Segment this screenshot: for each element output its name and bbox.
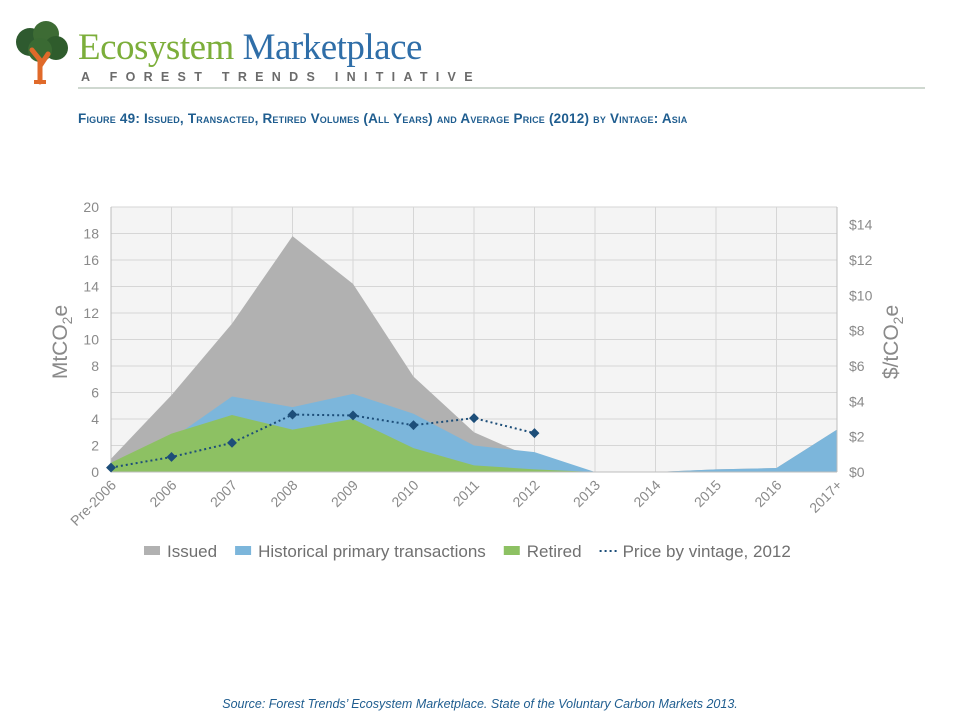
y-axis-title: MtCO2e [49, 305, 75, 379]
y2-tick-label: $2 [849, 429, 865, 445]
x-tick-label: 2016 [751, 477, 784, 510]
y2-tick-label: $14 [849, 217, 873, 233]
x-tick-label: 2015 [691, 477, 724, 510]
y2-tick-label: $4 [849, 393, 865, 409]
legend-label-retired: Retired [527, 542, 582, 561]
x-tick-label: 2017+ [806, 477, 845, 516]
y2-axis-title: $/tCO2e [880, 305, 906, 379]
legend-label-price-by-vintage-2012: Price by vintage, 2012 [623, 542, 791, 561]
price-point [287, 409, 298, 420]
x-tick-label: 2009 [328, 477, 361, 510]
price-point [227, 437, 237, 448]
price-point [348, 410, 358, 421]
y2-tick-label: $8 [849, 323, 865, 339]
header-divider [78, 87, 925, 89]
brand-tagline: A FOREST TRENDS INITIATIVE [81, 70, 481, 84]
brand-name-part1: Ecosystem [78, 27, 234, 68]
y-tick-label: 0 [91, 464, 99, 480]
area-retired [111, 415, 837, 472]
y-tick-label: 4 [91, 411, 99, 427]
figure-title: Figure 49: Issued, Transacted, Retired V… [78, 111, 688, 126]
y-tick-label: 18 [83, 226, 99, 242]
price-point [166, 452, 177, 462]
x-tick-label: Pre-2006 [67, 477, 119, 529]
x-tick-label: 2010 [388, 477, 421, 510]
legend-label-issued: Issued [167, 542, 217, 561]
y2-tick-label: $6 [849, 358, 865, 374]
y-tick-label: 14 [83, 279, 99, 295]
y-tick-label: 6 [91, 385, 99, 401]
x-tick-label: 2014 [630, 477, 663, 510]
price-point [408, 420, 419, 431]
source-note: Source: Forest Trends’ Ecosystem Marketp… [222, 697, 738, 711]
price-line-path [110, 413, 535, 469]
legend-swatch-issued [144, 546, 160, 555]
x-tick-label: 2007 [207, 477, 240, 510]
x-tick-label: 2012 [509, 477, 542, 510]
y-tick-label: 20 [83, 199, 99, 215]
y-tick-label: 8 [91, 358, 99, 374]
y-tick-label: 10 [83, 332, 99, 348]
y2-tick-label: $0 [849, 464, 865, 480]
y-tick-label: 2 [91, 438, 99, 454]
brand-name-part2: Marketplace [242, 27, 423, 68]
legend-swatch-historical-primary-transactions [235, 546, 252, 555]
chart: 0 2 4 6 8 10 12 14 16 18 20 $0 $2 $4 $6 $8 $10 $12 $14 Pre-… [49, 199, 906, 561]
price-point [469, 413, 479, 424]
chart-legend: Issued Historical primary transactions Ret… [144, 542, 791, 561]
brand-header: Ecosystem Marketplace A FOREST TRENDS IN… [12, 20, 473, 90]
y-tick-label: 12 [83, 305, 99, 321]
y-tick-label: 16 [83, 252, 99, 268]
price-line [106, 409, 540, 473]
y2-tick-label: $10 [849, 287, 873, 303]
x-tick-label: 2011 [450, 477, 483, 510]
x-tick-label: 2013 [570, 477, 603, 510]
legend-label-historical-primary-transactions: Historical primary transactions [258, 542, 486, 561]
x-tick-label: 2006 [146, 477, 179, 510]
tree-logo-icon [16, 21, 68, 85]
x-tick-label: 2008 [267, 477, 300, 510]
brand-name: Ecosystem Marketplace [78, 28, 422, 68]
legend-swatch-retired [503, 546, 520, 555]
price-point [529, 428, 540, 439]
y2-tick-label: $12 [849, 252, 873, 268]
